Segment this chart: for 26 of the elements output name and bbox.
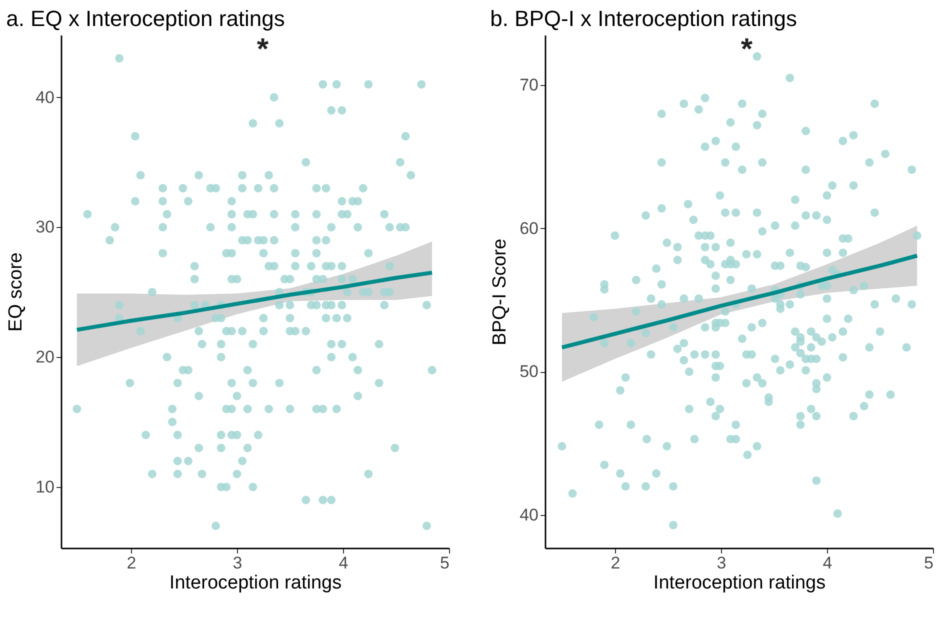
x-axis-title: Interoception ratings (169, 572, 342, 594)
y-axis-title: BPQ-I Score (490, 238, 511, 346)
y-tick-label: 20 (36, 348, 54, 367)
y-tick-label: 40 (36, 88, 54, 107)
x-tick-label: 5 (924, 554, 934, 572)
x-tick-label: 4 (338, 554, 348, 572)
y-tick-label: 40 (520, 506, 538, 525)
x-axis-title: Interoception ratings (653, 572, 826, 594)
x-tick-label: 4 (822, 554, 832, 572)
line-series (560, 254, 920, 350)
y-tick-label: 70 (520, 76, 538, 95)
y-axis-title: EQ score (6, 252, 27, 332)
x-tick-label: 5 (440, 554, 450, 572)
x-tick-label: 3 (716, 554, 726, 572)
y-tick-label: 10 (36, 477, 54, 496)
y-tick-label: 30 (36, 218, 54, 237)
x-tick-label: 3 (232, 554, 242, 572)
chart-title: b. BPQ-I x Interoception ratings (490, 6, 798, 31)
x-tick-label: 2 (610, 554, 620, 572)
annotation: * (740, 33, 753, 66)
y-tick-label: 50 (520, 362, 538, 382)
x-tick-label: 2 (126, 554, 136, 572)
annotation: * (256, 33, 269, 66)
line-series (74, 270, 434, 332)
chart-title: a. EQ x Interoception ratings (6, 6, 285, 31)
y-tick-label: 60 (520, 218, 538, 238)
